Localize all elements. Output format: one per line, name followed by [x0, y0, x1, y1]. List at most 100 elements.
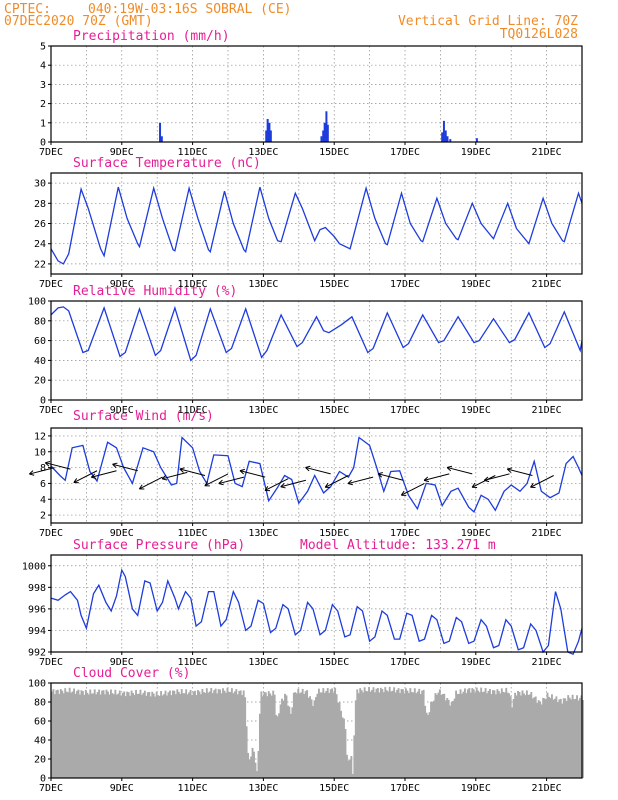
cloud-cover-bar [416, 691, 419, 778]
x-tick-label: 9DEC [110, 405, 134, 416]
cloud-cover-bar [58, 693, 61, 778]
wind-arrow [29, 467, 55, 475]
cloud-cover-bar [464, 688, 466, 778]
cloud-cover-bar [174, 694, 177, 778]
cloud-cover-bar [272, 690, 275, 778]
wind-arrow [239, 470, 266, 478]
x-tick-label: 17DEC [390, 147, 420, 158]
cloud-cover-bar [191, 695, 193, 778]
x-tick-label: 15DEC [319, 657, 349, 668]
cloud-cover-bar [511, 707, 514, 778]
cloud-cover-bar [83, 694, 86, 778]
wind-arrow-head [204, 481, 210, 487]
cloud-cover-bar [434, 693, 437, 778]
y-tick-label: 996 [28, 604, 46, 615]
cloud-cover-bar [539, 701, 542, 778]
wind-series-line [50, 436, 583, 513]
cloud-cover-bar [55, 690, 58, 778]
cloud-cover-bar [219, 689, 222, 778]
cloud-cover-bar [149, 696, 152, 778]
cloud-cover-bar [365, 691, 368, 778]
cloud-cover-bar [157, 695, 160, 778]
cloud-cover-bar [520, 695, 522, 778]
cloud-cover-bar [65, 691, 68, 778]
wind-frame [50, 427, 583, 524]
cloud-cover-bar [415, 693, 418, 778]
surface-pressure-title: Surface Pressure (hPa) [73, 538, 245, 553]
x-tick-label: 17DEC [390, 405, 420, 416]
wind-arrow-head [73, 478, 79, 484]
y-tick-label: 0 [40, 396, 46, 407]
wind-arrow [112, 463, 138, 472]
cloud-cover-bar [338, 702, 341, 778]
cloud-cover-bar [304, 691, 307, 778]
cloud-cover-bar [179, 693, 182, 778]
cloud-cover-bar [84, 689, 87, 778]
y-tick-label: 100 [28, 679, 46, 690]
cloud-cover-bar [466, 689, 469, 778]
cloud-cover-bar [335, 694, 338, 778]
precipitation-bar [265, 130, 268, 142]
x-tick-label: 7DEC [39, 528, 63, 539]
cloud-cover-bar [512, 699, 515, 778]
cloud-cover-bar [388, 686, 391, 778]
wind-arrow [218, 476, 245, 485]
x-tick-label: 11DEC [178, 279, 208, 290]
precipitation-title: Precipitation (mm/h) [73, 29, 230, 44]
cloud-cover-bar [133, 694, 136, 778]
cloud-cover-title: Cloud Cover (%) [73, 666, 190, 681]
cloud-cover-bar [118, 690, 121, 778]
cloud-cover-bar [546, 692, 549, 778]
cloud-cover-bar [412, 692, 415, 778]
cloud-cover-bar [182, 693, 185, 778]
cloud-cover-bar [87, 694, 90, 778]
cloud-cover-bar [96, 691, 99, 778]
cloud-cover-bar [51, 691, 53, 778]
wind-arrow-head [324, 482, 331, 488]
cloud-cover-bar [90, 693, 93, 778]
cloud-cover-bar [189, 690, 192, 778]
wind-arrow [401, 482, 425, 496]
cloud-cover-bar [325, 690, 328, 778]
wind-panel: 2 4 6 8 10 12 7DEC 9DEC 11DEC 13DEC 15DEC 17DEC 19DE… [29, 427, 583, 539]
cloud-cover-bar [214, 688, 217, 778]
cloud-cover-bar [145, 695, 148, 778]
wind-arrow-head [29, 470, 35, 476]
cloud-cover-bar [230, 688, 233, 778]
cloud-cover-bar [396, 689, 399, 778]
cloud-cover-bar [531, 698, 534, 778]
cloud-cover-bar [450, 702, 453, 778]
cloud-cover-bar [56, 689, 59, 778]
cloud-cover-bar [121, 692, 124, 778]
x-tick-label: 11DEC [178, 147, 208, 158]
y-tick-label: 8 [40, 463, 46, 474]
cloud-cover-bar [238, 690, 241, 778]
x-tick-label: 17DEC [390, 279, 420, 290]
cloud-cover-bar [199, 694, 202, 778]
y-tick-label: 60 [34, 717, 46, 728]
cloud-cover-bar [254, 762, 257, 778]
cloud-cover-bar [197, 690, 199, 778]
x-tick-label: 7DEC [39, 147, 63, 158]
rh-panel: 0 20 40 60 80 100 7DEC 9DEC 11DEC 13DEC 15DEC 17DEC… [28, 297, 583, 416]
cloud-cover-bar [287, 705, 289, 778]
cloud-cover-bar [559, 698, 562, 778]
y-tick-label: 6 [40, 479, 46, 490]
cloud-cover-bar [146, 692, 149, 778]
cloud-cover-bar [309, 696, 311, 778]
cloud-cover-bar [552, 699, 555, 778]
wind-arrow [305, 466, 331, 475]
cloud-cover-bar [489, 688, 491, 778]
precipitation-bar [442, 120, 445, 142]
cloud-cover-bar [503, 692, 506, 778]
cloud-cover-bar [384, 687, 387, 778]
cloud-cover-bar [74, 693, 77, 778]
cloud-cover-bar [261, 696, 264, 778]
cloud-cover-bar [379, 687, 382, 778]
cloud-cover-bar [285, 695, 288, 778]
cloud-cover-bar [540, 704, 543, 778]
cloud-cover-bar [120, 695, 123, 778]
cloud-cover-bar [210, 687, 213, 778]
cloud-cover-bar [453, 698, 456, 778]
